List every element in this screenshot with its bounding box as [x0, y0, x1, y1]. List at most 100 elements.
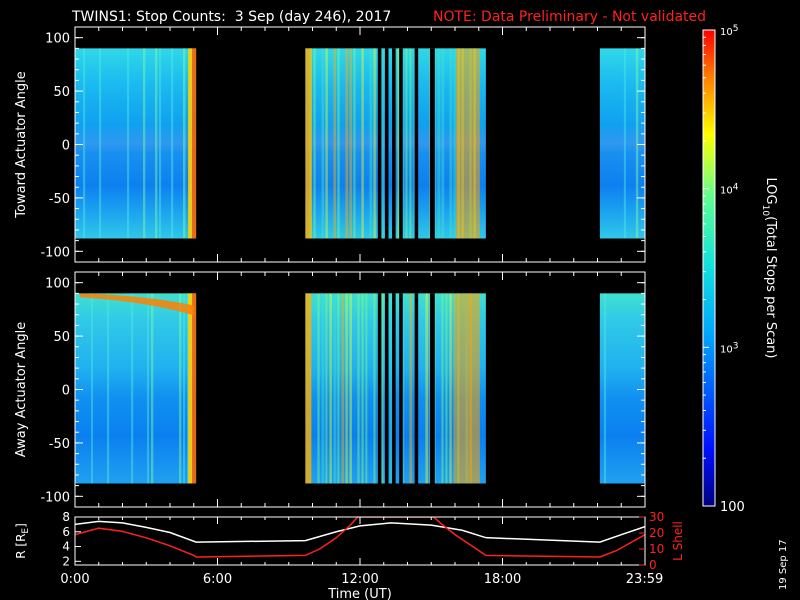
toward-texture-stripe	[405, 48, 408, 239]
away-texture-stripe	[187, 293, 190, 484]
toward-texture-stripe	[143, 48, 146, 239]
toward-texture-stripe	[381, 48, 385, 239]
date-stamp: 19 Sep 17	[778, 539, 789, 590]
away-texture-stripe	[341, 293, 345, 484]
toward-edge-highlight	[305, 48, 312, 239]
chart-title: TWINS1: Stop Counts: 3 Sep (day 246), 20…	[71, 9, 391, 25]
away-texture-stripe	[361, 293, 364, 484]
preliminary-note: NOTE: Data Preliminary - Not validated	[433, 9, 706, 25]
away-texture-stripe	[91, 293, 94, 484]
toward-texture-stripe	[397, 48, 400, 239]
toward-texture-stripe	[325, 48, 328, 239]
toward-texture-stripe	[441, 48, 445, 239]
orbit-ytick-right-label: 10	[649, 542, 664, 556]
toward-ytick-label: 0	[62, 139, 70, 154]
away-texture-stripe	[131, 293, 134, 484]
away-texture-stripe	[409, 293, 413, 484]
away-ytick-label: 100	[45, 277, 70, 292]
away-data-gap	[399, 293, 403, 484]
toward-data-segment	[599, 48, 645, 239]
toward-texture-stripe	[171, 48, 174, 239]
away-texture-stripe	[179, 293, 182, 484]
toward-texture-stripe	[409, 48, 412, 239]
colorbar-label: LOG10(Total Stops per Scan)	[760, 178, 778, 359]
toward-texture-stripe	[155, 48, 158, 239]
orbit-ytick-right-label: 0	[649, 558, 657, 572]
toward-texture-stripe	[437, 48, 441, 239]
toward-texture-stripe	[361, 48, 364, 239]
away-texture-stripe	[445, 293, 448, 484]
away-texture-stripe	[329, 293, 332, 484]
away-data-gap	[384, 293, 389, 484]
orbit-ytick-left-label: 6	[62, 525, 70, 539]
toward-texture-stripe	[321, 48, 325, 239]
away-texture-stripe	[373, 293, 376, 484]
toward-data-gap	[399, 48, 403, 239]
toward-data-gap	[430, 48, 435, 239]
away-ytick-label: 0	[62, 384, 70, 399]
orbit-xtick-label: 23:59	[626, 572, 663, 587]
toward-data-gap	[384, 48, 389, 239]
toward-ytick-label: 50	[53, 85, 70, 100]
toward-texture-stripe	[83, 48, 86, 239]
toward-texture-stripe	[183, 48, 186, 239]
toward-texture-stripe	[401, 48, 405, 239]
orbit-xtick-label: 18:00	[484, 572, 521, 587]
away-data-gap	[392, 293, 396, 484]
toward-texture-stripe	[337, 48, 340, 239]
toward-texture-stripe	[349, 48, 353, 239]
toward-texture-stripe	[333, 48, 337, 239]
colorbar-tick-label: 103	[720, 341, 738, 355]
away-texture-stripe	[603, 293, 607, 484]
colorbar-scale	[702, 29, 716, 507]
orbit-ylabel-left: R [RE]	[14, 523, 31, 559]
away-ytick-label: -50	[49, 437, 70, 452]
away-data-gap	[414, 293, 419, 484]
toward-edge-highlight	[192, 48, 197, 239]
away-texture-stripe	[183, 293, 186, 484]
toward-panel: 100 50 0 -50 -100 Toward Actuator Angle	[14, 26, 646, 263]
toward-texture-stripe	[449, 48, 453, 239]
away-edge-highlight	[188, 293, 193, 484]
away-texture-stripe	[441, 293, 444, 484]
away-ytick-label: -100	[40, 490, 70, 505]
orbit-ylabel-right: L Shell	[671, 521, 685, 561]
away-texture-stripe	[381, 293, 384, 484]
orbit-ytick-left-label: 4	[62, 540, 70, 554]
away-texture-stripe	[449, 293, 452, 484]
orbit-ytick-left-label: 8	[62, 510, 70, 524]
away-texture-stripe	[389, 293, 393, 484]
toward-texture-stripe	[353, 48, 356, 239]
toward-ytick-label: 100	[45, 32, 70, 47]
colorbar: 105 104 103 100 LOG10(Total Stops per Scan)	[702, 24, 778, 515]
toward-ytick-label: -50	[49, 192, 70, 207]
away-edge-highlight	[455, 293, 480, 484]
orbit-ytick-right-label: 20	[649, 526, 664, 540]
away-high-count-band	[79, 293, 194, 316]
toward-texture-stripe	[433, 48, 437, 239]
away-texture-stripe	[107, 293, 110, 484]
colorbar-tick-label: 104	[720, 183, 739, 197]
away-ylabel: Away Actuator Angle	[14, 322, 29, 457]
away-texture-stripe	[345, 293, 348, 484]
away-texture-stripe	[401, 293, 405, 484]
toward-texture-stripe	[369, 48, 373, 239]
toward-ylabel: Toward Actuator Angle	[14, 71, 29, 218]
toward-ytick-label: -100	[40, 245, 70, 260]
toward-texture-stripe	[99, 48, 102, 239]
away-texture-stripe	[325, 293, 328, 484]
l-shell-line	[75, 517, 645, 558]
away-texture-stripe	[337, 293, 340, 484]
away-data-gap	[377, 293, 382, 484]
away-texture-stripe	[425, 293, 428, 484]
away-texture-stripe	[151, 293, 154, 484]
away-texture-stripe	[357, 293, 360, 484]
orbit-xtick-label: 0:00	[60, 572, 89, 587]
colorbar-tick-label: 100	[720, 500, 745, 515]
toward-texture-stripe	[453, 48, 457, 239]
toward-data-segment	[75, 48, 197, 239]
toward-data-gap	[377, 48, 382, 239]
toward-edge-highlight	[188, 48, 193, 239]
away-texture-stripe	[317, 293, 320, 484]
